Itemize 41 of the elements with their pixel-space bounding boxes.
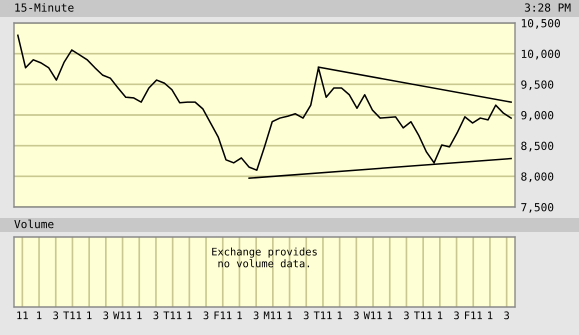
category-label: 1 — [438, 312, 442, 320]
text: Exchange provides no volume data. — [212, 248, 317, 268]
category-label: 3 — [304, 311, 309, 320]
category-label: 1 — [338, 312, 342, 320]
category-label: 3 — [103, 311, 108, 320]
category-label: 1 — [37, 312, 42, 320]
category-label: 3 — [53, 311, 58, 320]
category-label: 1 — [187, 312, 192, 320]
text: 3:28 PM — [524, 3, 571, 12]
y-tick-label: 9,500 — [521, 80, 554, 90]
category-label: 3 — [504, 311, 510, 320]
category-label: 3 — [154, 311, 158, 320]
category-label: 1 — [388, 312, 392, 320]
y-tick-label: 7,500 — [521, 203, 554, 213]
category-label: 3 — [254, 311, 259, 320]
category-label: 1 — [87, 312, 92, 320]
category-label: 1 — [137, 312, 142, 320]
category-label: T11 — [414, 312, 432, 320]
category-label: 1 — [288, 312, 292, 320]
category-label: 3 — [454, 311, 459, 320]
y-tick-label: 10,500 — [522, 19, 560, 29]
y-tick-label: 9,000 — [521, 111, 554, 121]
category-label: T11 — [314, 312, 332, 320]
category-label: T11 — [163, 312, 182, 320]
category-label: M11 — [264, 312, 282, 320]
category-label: 3 — [204, 311, 208, 320]
category-label: 11 — [17, 312, 28, 320]
category-label: T11 — [63, 312, 82, 320]
category-label: W11 — [364, 312, 382, 320]
category-label: F11 — [214, 312, 232, 320]
category-label: F11 — [465, 312, 482, 320]
category-label: W11 — [113, 312, 132, 320]
text: Volume — [14, 220, 54, 228]
chart-title: 15-Minute — [15, 3, 74, 12]
y-tick-label: 8,500 — [521, 142, 554, 152]
y-tick-label: 10,000 — [522, 50, 560, 60]
category-label: 1 — [488, 312, 492, 320]
category-label: 3 — [354, 311, 359, 320]
y-tick-label: 8,000 — [521, 172, 554, 182]
category-label: 1 — [238, 312, 242, 320]
category-label: 3 — [404, 311, 409, 320]
